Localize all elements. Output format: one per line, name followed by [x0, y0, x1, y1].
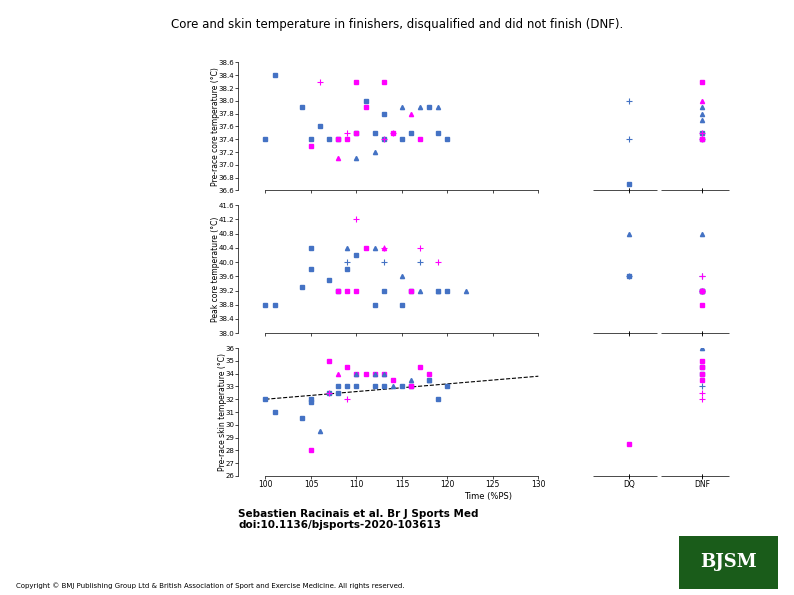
Text: Sebastien Racinais et al. Br J Sports Med
doi:10.1136/bjsports-2020-103613: Sebastien Racinais et al. Br J Sports Me…	[238, 509, 479, 530]
Y-axis label: Pre-race skin temperature (°C): Pre-race skin temperature (°C)	[218, 353, 227, 471]
Text: BJSM: BJSM	[700, 553, 757, 571]
Text: Copyright © BMJ Publishing Group Ltd & British Association of Sport and Exercise: Copyright © BMJ Publishing Group Ltd & B…	[16, 583, 404, 589]
X-axis label: Time (%PS): Time (%PS)	[464, 492, 512, 501]
Y-axis label: Peak core temperature (°C): Peak core temperature (°C)	[211, 217, 220, 322]
Y-axis label: Pre-race core temperature (°C): Pre-race core temperature (°C)	[211, 67, 220, 186]
Text: Core and skin temperature in finishers, disqualified and did not finish (DNF).: Core and skin temperature in finishers, …	[171, 18, 623, 31]
